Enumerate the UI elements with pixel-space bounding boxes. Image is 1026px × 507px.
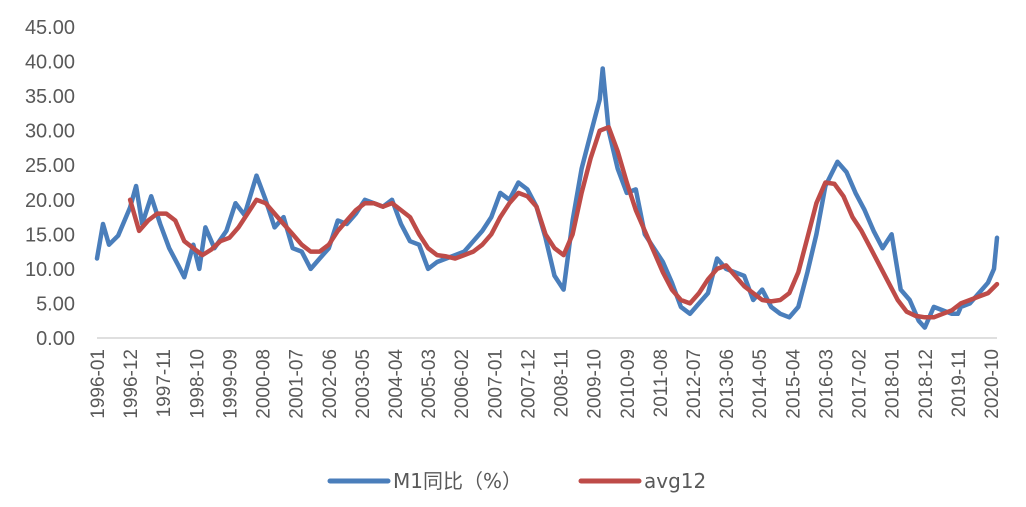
y-axis: 0.00 5.00 10.00 15.00 20.00 25.00 30.00 35.00 40… xyxy=(25,17,75,350)
y-tick-label: 20.00 xyxy=(25,190,75,212)
x-tick-label: 2007-12 xyxy=(518,349,539,419)
x-tick-label: 2000-08 xyxy=(254,349,275,419)
y-tick-label: 25.00 xyxy=(25,155,75,177)
legend: M1同比（%） avg12 xyxy=(327,469,706,493)
x-tick-label: 2010-09 xyxy=(618,349,639,419)
series-line-m1-yoy xyxy=(94,66,1000,330)
y-tick-label: 15.00 xyxy=(25,224,75,246)
x-tick-label: 2001-07 xyxy=(287,349,308,419)
x-tick-label: 2002-06 xyxy=(320,349,341,419)
x-tick-label: 2020-10 xyxy=(982,349,1003,419)
x-tick-label: 1999-09 xyxy=(220,349,241,419)
x-tick-label: 2012-07 xyxy=(684,349,705,419)
x-tick-label: 1997-11 xyxy=(154,349,175,417)
x-tick-label: 2003-05 xyxy=(353,349,374,419)
x-tick-label: 2006-02 xyxy=(452,349,473,419)
x-tick-label: 2004-04 xyxy=(386,349,407,419)
x-tick-label: 2017-02 xyxy=(850,349,871,419)
y-tick-label: 0.00 xyxy=(36,328,75,350)
legend-label: M1同比（%） xyxy=(393,469,522,493)
y-tick-label: 5.00 xyxy=(36,293,75,315)
x-tick-label: 2011-08 xyxy=(651,349,672,417)
x-tick-label: 1996-12 xyxy=(121,349,142,419)
x-tick-label: 2008-11 xyxy=(552,349,573,417)
x-tick-label: 2014-05 xyxy=(750,349,771,419)
x-tick-label: 2019-11 xyxy=(949,349,970,417)
y-tick-label: 35.00 xyxy=(25,86,75,108)
x-tick-label: 2005-03 xyxy=(419,349,440,419)
x-tick-label: 2018-01 xyxy=(883,349,904,419)
x-axis: 1996-01 1996-12 1997-11 1998-10 1999-09 2000-… xyxy=(88,337,1003,419)
y-tick-label: 45.00 xyxy=(25,17,75,39)
x-tick-label: 1996-01 xyxy=(88,349,109,419)
y-tick-label: 40.00 xyxy=(25,52,75,74)
y-tick-label: 30.00 xyxy=(25,121,75,143)
x-tick-label: 2015-04 xyxy=(783,349,804,419)
x-tick-label: 2007-01 xyxy=(485,349,506,419)
plot-area xyxy=(94,66,1000,330)
x-tick-label: 2009-10 xyxy=(585,349,606,419)
x-tick-label: 1998-10 xyxy=(187,349,208,419)
x-tick-label: 2018-12 xyxy=(916,349,937,419)
legend-label: avg12 xyxy=(644,469,706,493)
y-tick-label: 10.00 xyxy=(25,259,75,281)
x-tick-label: 2016-03 xyxy=(816,349,837,419)
series-line-avg12 xyxy=(127,124,1000,320)
x-tick-label: 2013-06 xyxy=(717,349,738,419)
